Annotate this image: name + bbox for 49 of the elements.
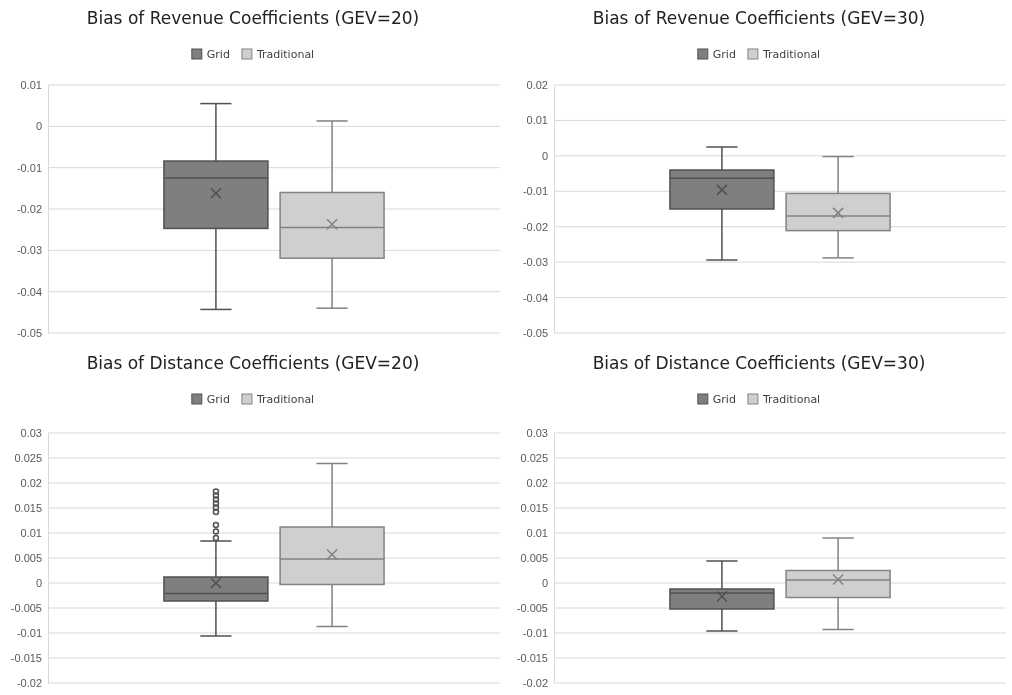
chart-title: Bias of Distance Coefficients (GEV=30) xyxy=(592,353,926,373)
legend-label: Traditional xyxy=(761,48,821,61)
y-tick-label: -0.04 xyxy=(16,285,42,298)
y-tick-label: 0.005 xyxy=(14,552,42,565)
y-tick-label: 0 xyxy=(35,120,42,133)
y-tick-label: 0.025 xyxy=(520,452,548,465)
y-tick-label: -0.05 xyxy=(522,327,548,340)
y-tick-label: -0.01 xyxy=(522,627,548,640)
y-tick-label: -0.02 xyxy=(16,203,42,216)
y-tick-label: -0.03 xyxy=(522,256,548,269)
y-tick-label: 0 xyxy=(35,577,42,590)
y-tick-label: -0.005 xyxy=(10,602,42,615)
y-tick-label: -0.015 xyxy=(516,652,548,665)
y-tick-label: 0.01 xyxy=(20,527,42,540)
y-tick-label: 0 xyxy=(541,149,548,162)
y-tick-label: -0.005 xyxy=(516,602,548,615)
y-tick-label: 0.005 xyxy=(520,552,548,565)
y-tick-label: -0.03 xyxy=(16,244,42,257)
y-tick-label: -0.05 xyxy=(16,327,42,340)
chart-title: Bias of Revenue Coefficients (GEV=20) xyxy=(86,8,420,28)
y-tick-label: -0.01 xyxy=(16,161,42,174)
legend-label: Traditional xyxy=(255,48,315,61)
legend-label: Traditional xyxy=(255,393,315,406)
y-tick-label: 0.01 xyxy=(526,114,548,127)
y-tick-label: 0.02 xyxy=(526,79,548,92)
chart-title: Bias of Distance Coefficients (GEV=20) xyxy=(86,353,420,373)
y-tick-label: 0.01 xyxy=(526,527,548,540)
legend-label: Traditional xyxy=(761,393,821,406)
legend-label: Grid xyxy=(206,48,230,61)
y-tick-label: 0.03 xyxy=(526,427,548,440)
y-tick-label: 0.015 xyxy=(520,502,548,515)
y-tick-label: 0.01 xyxy=(20,79,42,92)
y-tick-label: -0.02 xyxy=(16,677,42,690)
legend-label: Grid xyxy=(712,48,736,61)
y-tick-label: 0 xyxy=(541,577,548,590)
y-tick-label: -0.01 xyxy=(16,627,42,640)
y-tick-label: -0.015 xyxy=(10,652,42,665)
chart-title: Bias of Revenue Coefficients (GEV=30) xyxy=(592,8,926,28)
y-tick-label: -0.01 xyxy=(522,185,548,198)
y-tick-label: 0.025 xyxy=(14,452,42,465)
legend-label: Grid xyxy=(712,393,736,406)
y-tick-label: 0.015 xyxy=(14,502,42,515)
y-tick-label: 0.02 xyxy=(20,477,42,490)
legend-label: Grid xyxy=(206,393,230,406)
y-tick-label: 0.03 xyxy=(20,427,42,440)
y-tick-label: -0.04 xyxy=(522,291,548,304)
y-tick-label: -0.02 xyxy=(522,220,548,233)
y-tick-label: 0.02 xyxy=(526,477,548,490)
y-tick-label: -0.02 xyxy=(522,677,548,690)
